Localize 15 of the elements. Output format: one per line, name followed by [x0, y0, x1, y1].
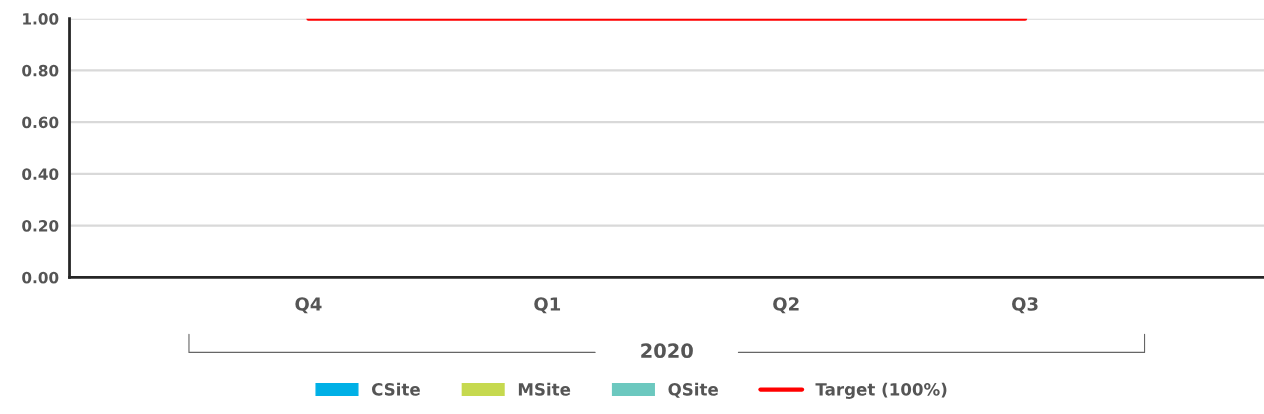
y-tick-label: 0.40 [22, 168, 59, 180]
y-tick-label: 0.00 [22, 271, 59, 284]
y-tick-label: 0.80 [22, 64, 59, 77]
x-tick-label: Q3 [1012, 297, 1038, 314]
legend-label: QSite [668, 382, 718, 398]
x-tick-label: Q4 [295, 297, 322, 314]
y-tick-label: 0.60 [22, 116, 59, 129]
y-tick-label: 0.20 [22, 220, 59, 232]
x-tick-label: Q2 [773, 297, 799, 314]
x-tick-label: Q1 [534, 297, 561, 314]
legend-label: CSite [371, 382, 420, 396]
y-tick-label: 1.00 [23, 13, 59, 25]
legend-label: MSite [518, 382, 571, 396]
legend-label: Target (100%) [815, 382, 947, 399]
text: 2020 [641, 343, 693, 359]
